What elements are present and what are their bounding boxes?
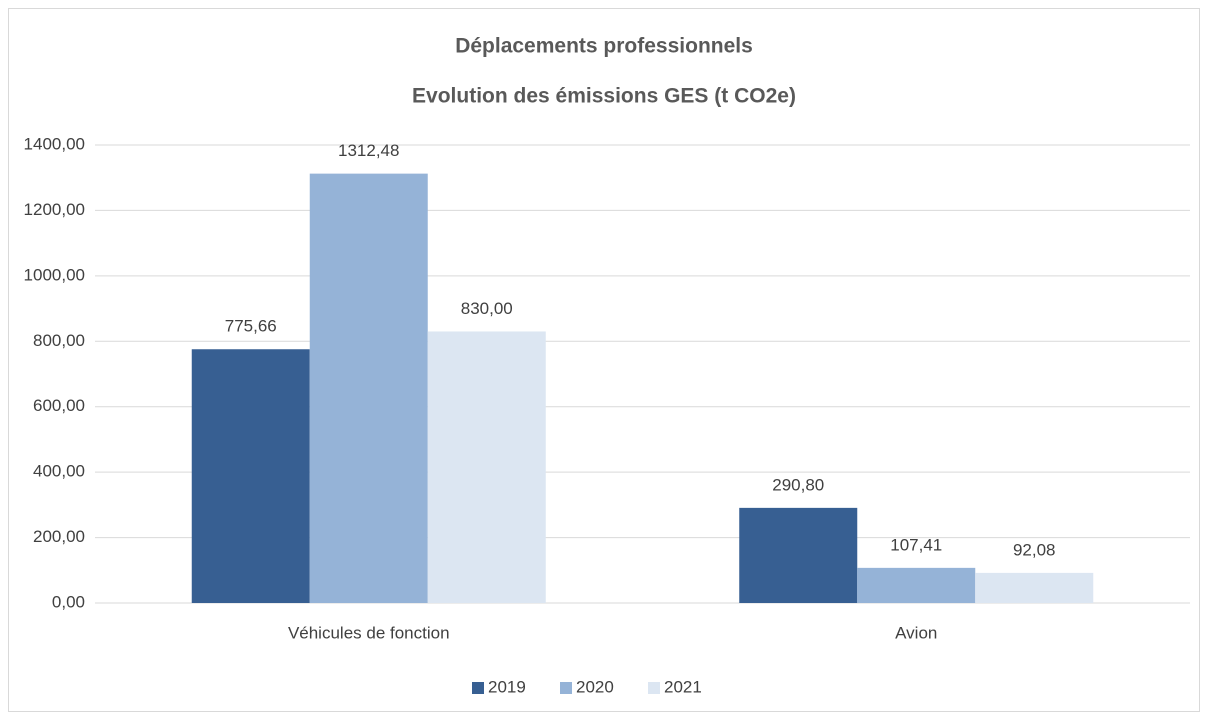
legend-swatch [472,682,484,694]
data-label: 92,08 [1013,540,1056,559]
bar [739,507,858,603]
x-tick-label: Véhicules de fonction [288,623,450,642]
legend-label: 2020 [576,677,614,696]
y-tick-label: 1400,00 [24,134,85,153]
y-tick-label: 200,00 [33,527,85,546]
bar [975,572,1094,603]
y-tick-label: 1200,00 [24,200,85,219]
y-tick-label: 800,00 [33,331,85,350]
bar [191,349,310,603]
data-label: 775,66 [225,317,277,336]
data-label: 290,80 [772,475,824,494]
legend-swatch [648,682,660,694]
chart-subtitle: Evolution des émissions GES (t CO2e) [412,85,796,108]
legend-swatch [560,682,572,694]
legend-label: 2019 [488,677,526,696]
y-tick-label: 600,00 [33,396,85,415]
y-tick-label: 0,00 [52,592,85,611]
data-label: 107,41 [890,535,942,554]
bar [309,173,428,604]
bar [427,331,546,603]
chart-title: Déplacements professionnels [455,35,753,58]
y-tick-label: 1000,00 [24,265,85,284]
chart-border [8,8,1200,712]
y-tick-label: 400,00 [33,462,85,481]
legend-label: 2021 [664,677,702,696]
data-label: 830,00 [461,299,513,318]
x-tick-label: Avion [895,623,937,642]
data-label: 1312,48 [338,141,399,160]
bar [857,567,976,603]
